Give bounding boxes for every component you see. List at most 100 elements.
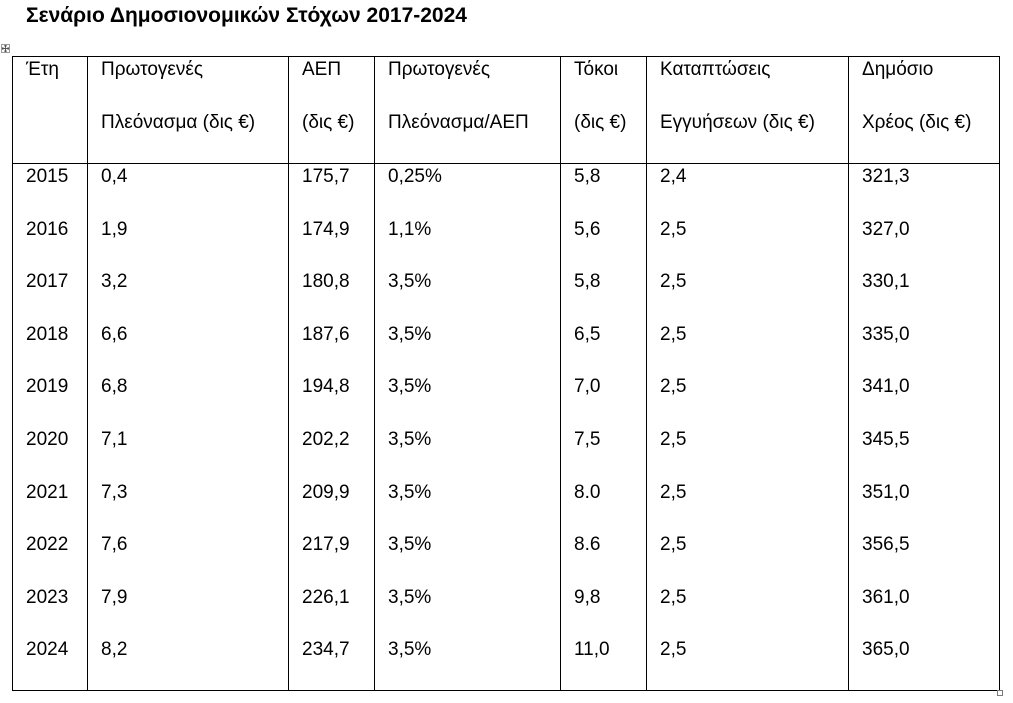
table-row: 2022 7,6 217,9 3,5% 8.6 2,5 356,5 (12, 532, 1000, 585)
cell-guarantee-calls[interactable]: 2,4 (646, 163, 849, 217)
cell-interest[interactable]: 6,5 (560, 321, 647, 375)
header-label: ΑΕΠ (302, 59, 342, 80)
cell-surplus-to-gdp[interactable]: 3,5% (374, 426, 561, 480)
cell-surplus-to-gdp[interactable]: 3,5% (374, 584, 561, 638)
cell-gdp[interactable]: 202,2 (288, 426, 375, 480)
table-row: 2021 7,3 209,9 3,5% 8.0 2,5 351,0 (12, 479, 1000, 533)
cell-interest[interactable]: 11,0 (560, 637, 647, 691)
cell-public-debt[interactable]: 345,5 (848, 426, 1000, 480)
cell-primary-surplus[interactable]: 7,3 (87, 479, 289, 533)
cell-interest[interactable]: 8.6 (560, 532, 647, 585)
cell-surplus-to-gdp[interactable]: 0,25% (374, 163, 561, 217)
header-guarantee-calls[interactable]: Καταπτώσεις Εγγυήσεων (δις €) (646, 56, 849, 164)
cell-primary-surplus[interactable]: 7,9 (87, 584, 289, 638)
cell-interest[interactable]: 9,8 (560, 584, 647, 638)
cell-interest[interactable]: 7,0 (560, 374, 647, 427)
cell-surplus-to-gdp[interactable]: 3,5% (374, 321, 561, 375)
header-label: Πρωτογενές (101, 59, 203, 80)
header-primary-surplus[interactable]: Πρωτογενές Πλεόνασμα (δις €) (87, 56, 289, 164)
cell-guarantee-calls[interactable]: 2,5 (646, 269, 849, 322)
cell-gdp[interactable]: 187,6 (288, 321, 375, 375)
cell-public-debt[interactable]: 321,3 (848, 163, 1000, 217)
cell-gdp[interactable]: 175,7 (288, 163, 375, 217)
cell-gdp[interactable]: 234,7 (288, 637, 375, 691)
cell-public-debt[interactable]: 327,0 (848, 216, 1000, 270)
cell-guarantee-calls[interactable]: 2,5 (646, 637, 849, 691)
header-surplus-to-gdp[interactable]: Πρωτογενές Πλεόνασμα/ΑΕΠ (374, 56, 561, 164)
cell-year[interactable]: 2020 (12, 426, 88, 480)
cell-public-debt[interactable]: 335,0 (848, 321, 1000, 375)
cell-guarantee-calls[interactable]: 2,5 (646, 532, 849, 585)
cell-guarantee-calls[interactable]: 2,5 (646, 216, 849, 270)
header-label-line2: (δις €) (574, 112, 627, 133)
cell-interest[interactable]: 7,5 (560, 426, 647, 480)
header-label: Καταπτώσεις (660, 59, 771, 80)
cell-guarantee-calls[interactable]: 2,5 (646, 374, 849, 427)
table-row: 2017 3,2 180,8 3,5% 5,8 2,5 330,1 (12, 269, 1000, 322)
cell-primary-surplus[interactable]: 0,4 (87, 163, 289, 217)
header-years[interactable]: Έτη (12, 56, 88, 164)
cell-surplus-to-gdp[interactable]: 1,1% (374, 216, 561, 270)
cell-guarantee-calls[interactable]: 2,5 (646, 479, 849, 533)
table-row: 2023 7,9 226,1 3,5% 9,8 2,5 361,0 (12, 584, 1000, 638)
cell-surplus-to-gdp[interactable]: 3,5% (374, 532, 561, 585)
cell-year[interactable]: 2021 (12, 479, 88, 533)
cell-year[interactable]: 2015 (12, 163, 88, 217)
cell-surplus-to-gdp[interactable]: 3,5% (374, 374, 561, 427)
cell-primary-surplus[interactable]: 8,2 (87, 637, 289, 691)
cell-primary-surplus[interactable]: 7,6 (87, 532, 289, 585)
header-public-debt[interactable]: Δημόσιο Χρέος (δις €) (848, 56, 1000, 164)
cell-public-debt[interactable]: 356,5 (848, 532, 1000, 585)
table-row: 2015 0,4 175,7 0,25% 5,8 2,4 321,3 (12, 163, 1000, 217)
cell-gdp[interactable]: 174,9 (288, 216, 375, 270)
cell-guarantee-calls[interactable]: 2,5 (646, 426, 849, 480)
cell-interest[interactable]: 5,8 (560, 163, 647, 217)
cell-gdp[interactable]: 194,8 (288, 374, 375, 427)
table-move-handle-icon[interactable] (1, 44, 10, 53)
cell-year[interactable]: 2024 (12, 637, 88, 691)
cell-primary-surplus[interactable]: 7,1 (87, 426, 289, 480)
cell-primary-surplus[interactable]: 6,8 (87, 374, 289, 427)
table-resize-handle-icon[interactable] (997, 690, 1003, 696)
cell-gdp[interactable]: 209,9 (288, 479, 375, 533)
header-label-line2: (δις €) (302, 112, 355, 133)
cell-gdp[interactable]: 217,9 (288, 532, 375, 585)
cell-year[interactable]: 2019 (12, 374, 88, 427)
cell-interest[interactable]: 8.0 (560, 479, 647, 533)
cell-interest[interactable]: 5,8 (560, 269, 647, 322)
header-gdp[interactable]: ΑΕΠ (δις €) (288, 56, 375, 164)
cell-surplus-to-gdp[interactable]: 3,5% (374, 269, 561, 322)
header-label: Έτη (26, 59, 59, 80)
header-label-line2: Εγγυήσεων (δις €) (660, 112, 815, 133)
cell-primary-surplus[interactable]: 3,2 (87, 269, 289, 322)
table-header-row: Έτη Πρωτογενές Πλεόνασμα (δις €) ΑΕΠ (δι… (12, 56, 1000, 164)
header-label-line2: Χρέος (δις €) (862, 112, 972, 133)
cell-gdp[interactable]: 226,1 (288, 584, 375, 638)
cell-public-debt[interactable]: 365,0 (848, 637, 1000, 691)
cell-surplus-to-gdp[interactable]: 3,5% (374, 479, 561, 533)
cell-primary-surplus[interactable]: 6,6 (87, 321, 289, 375)
cell-surplus-to-gdp[interactable]: 3,5% (374, 637, 561, 691)
header-interest[interactable]: Τόκοι (δις €) (560, 56, 647, 164)
table-row: 2020 7,1 202,2 3,5% 7,5 2,5 345,5 (12, 426, 1000, 480)
cell-public-debt[interactable]: 361,0 (848, 584, 1000, 638)
header-label: Πρωτογενές (388, 59, 490, 80)
cell-guarantee-calls[interactable]: 2,5 (646, 584, 849, 638)
cell-year[interactable]: 2018 (12, 321, 88, 375)
header-label-line2: Πλεόνασμα (δις €) (101, 112, 256, 133)
cell-public-debt[interactable]: 330,1 (848, 269, 1000, 322)
cell-primary-surplus[interactable]: 1,9 (87, 216, 289, 270)
cell-public-debt[interactable]: 351,0 (848, 479, 1000, 533)
table-body: 2015 0,4 175,7 0,25% 5,8 2,4 321,3 2016 1,9 174,9… (12, 163, 1000, 691)
header-label: Τόκοι (574, 59, 619, 80)
cell-year[interactable]: 2022 (12, 532, 88, 585)
cell-interest[interactable]: 5,6 (560, 216, 647, 270)
table-row: 2016 1,9 174,9 1,1% 5,6 2,5 327,0 (12, 216, 1000, 270)
table-row: 2024 8,2 234,7 3,5% 11,0 2,5 365,0 (12, 637, 1000, 691)
cell-guarantee-calls[interactable]: 2,5 (646, 321, 849, 375)
cell-year[interactable]: 2017 (12, 269, 88, 322)
cell-gdp[interactable]: 180,8 (288, 269, 375, 322)
cell-year[interactable]: 2016 (12, 216, 88, 270)
cell-year[interactable]: 2023 (12, 584, 88, 638)
cell-public-debt[interactable]: 341,0 (848, 374, 1000, 427)
